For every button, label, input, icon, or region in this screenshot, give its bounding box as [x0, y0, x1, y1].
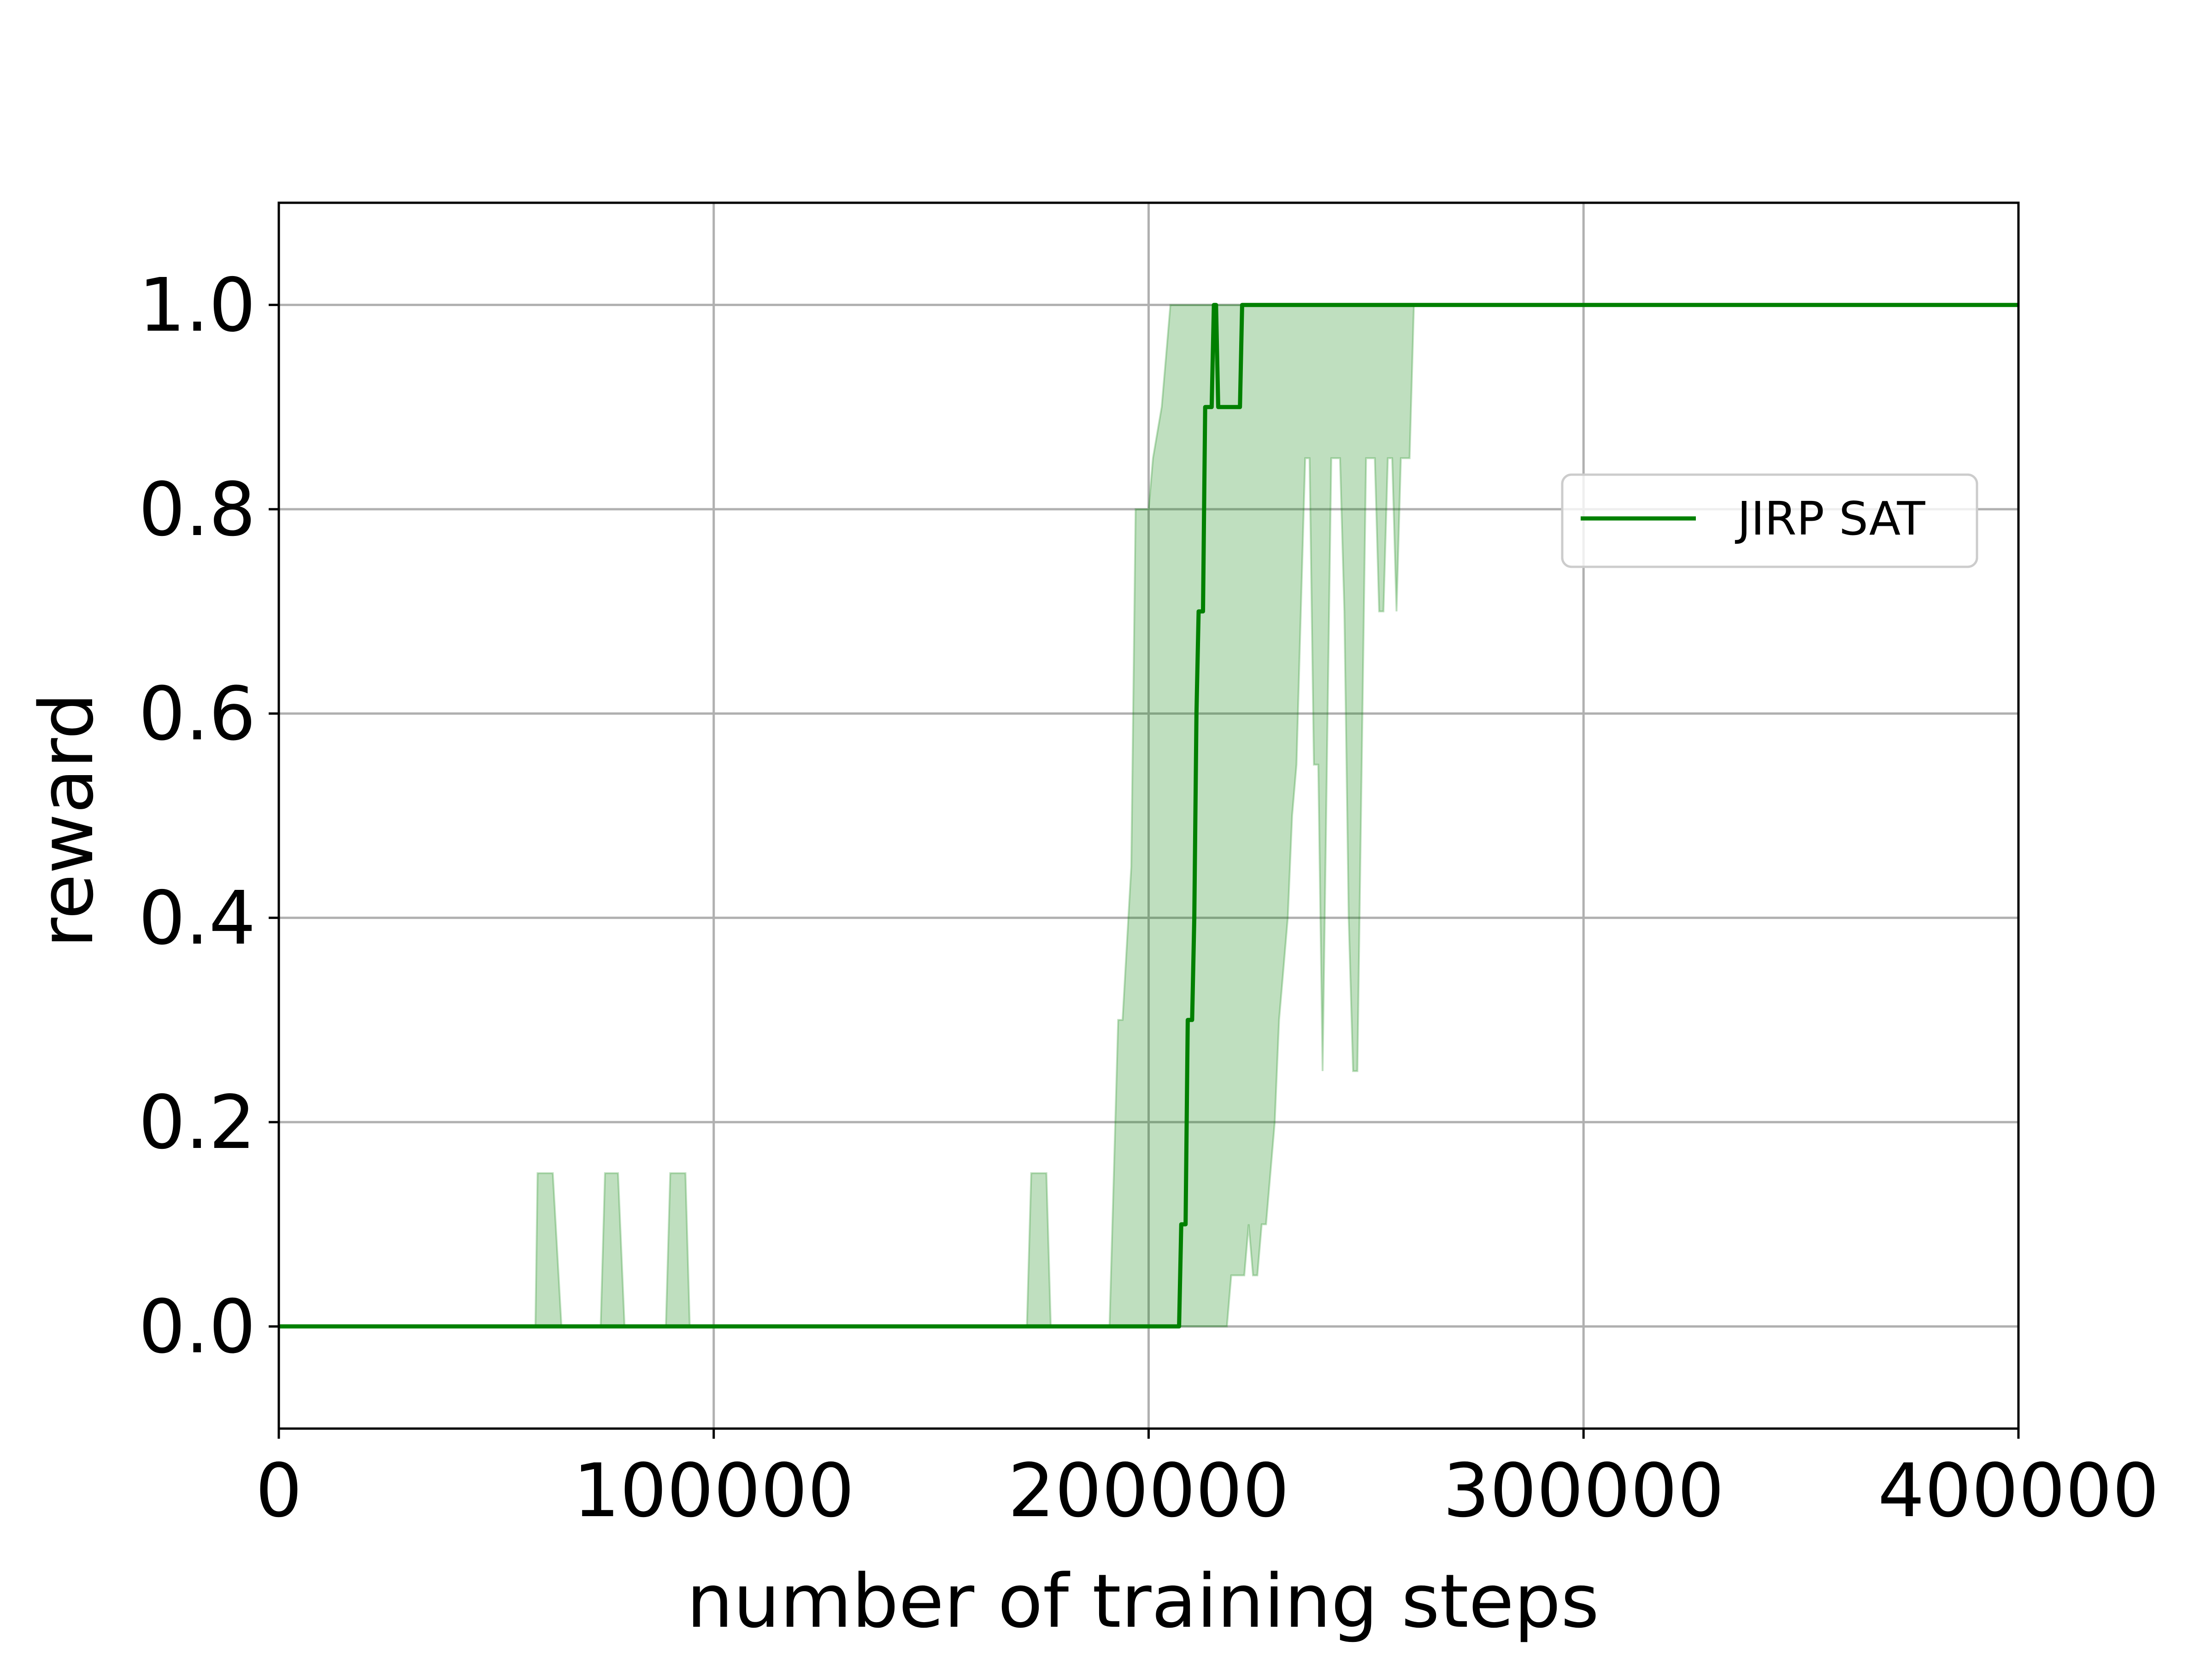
series-line-layer: [279, 303, 2018, 1329]
x-tick-label: 300000: [1443, 1447, 1724, 1534]
x-axis-ticks: 0 100000 200000 300000 400000: [255, 1429, 2159, 1534]
legend: JIRP SAT: [1561, 473, 1978, 568]
legend-box: [1561, 473, 1978, 568]
y-tick-label: 0.6: [139, 671, 256, 757]
y-tick-label: 1.0: [139, 262, 256, 348]
y-tick-label: 0.4: [139, 875, 256, 961]
y-axis-ticks: 0.0 0.2 0.4 0.6 0.8 1.0: [139, 262, 279, 1370]
y-tick-label: 0.8: [139, 466, 256, 553]
x-axis-label: number of training steps: [687, 1558, 1600, 1644]
y-tick-label: 0.0: [139, 1283, 256, 1370]
series-line-jirp-sat: [279, 303, 2018, 1329]
legend-label-jirp-sat: JIRP SAT: [1735, 492, 1926, 546]
x-tick-label: 400000: [1878, 1447, 2159, 1534]
y-tick-label: 0.2: [139, 1079, 256, 1165]
x-tick-label: 100000: [573, 1447, 854, 1534]
confidence-band: [279, 304, 2018, 1328]
x-tick-label: 200000: [1008, 1447, 1289, 1534]
x-tick-label: 0: [255, 1447, 302, 1534]
y-axis-label: reward: [24, 693, 110, 948]
confidence-band-layer: [279, 304, 2018, 1328]
